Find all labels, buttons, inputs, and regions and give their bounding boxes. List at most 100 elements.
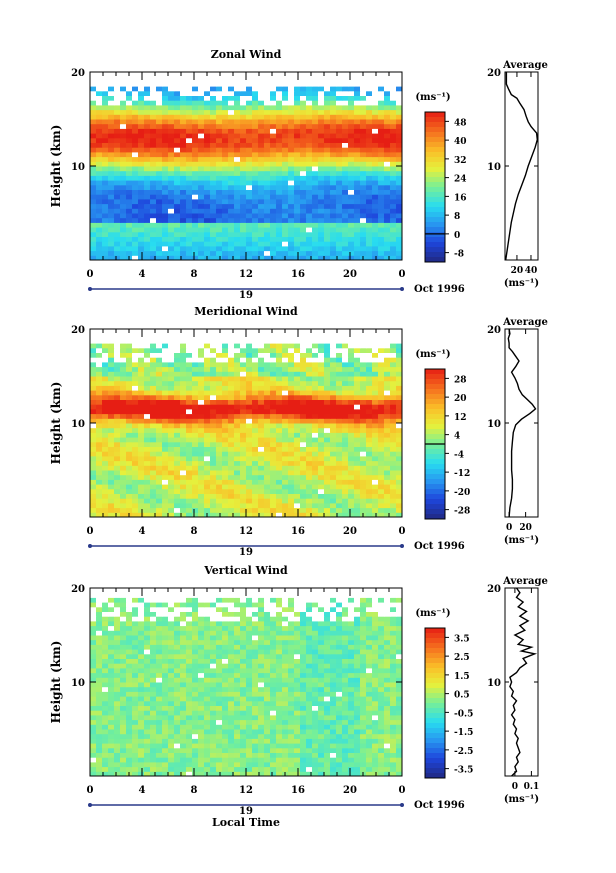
average-x-label: (ms⁻¹) (504, 278, 539, 289)
colorbar-segment (425, 663, 445, 669)
y-tick-label: 20 (71, 68, 85, 79)
colorbar-segment (425, 748, 445, 754)
colorbar-segment (425, 122, 445, 128)
colorbar-segment (425, 658, 445, 664)
average-y-tick-label: 20 (487, 325, 501, 336)
average-y-tick-label: 10 (487, 162, 501, 173)
x-tick-label: 20 (343, 269, 357, 280)
colorbar-tick-label: -12 (454, 469, 470, 479)
y-axis-label: Height (km) (49, 125, 63, 208)
colorbar-segment (425, 409, 445, 415)
colorbar-segment (425, 698, 445, 704)
colorbar-segment (425, 708, 445, 714)
x-tick-label: 0 (399, 269, 406, 280)
average-y-tick-label: 10 (487, 419, 501, 430)
colorbar-segment (425, 728, 445, 734)
colorbar-segment (425, 738, 445, 744)
average-x-label: (ms⁻¹) (504, 794, 539, 805)
average-frame (504, 587, 539, 777)
average-y-tick-label: 10 (487, 678, 501, 689)
colorbar-segment (425, 763, 445, 769)
average-profile-line (507, 328, 537, 518)
colorbar-segment (425, 434, 445, 440)
colorbar-segment (425, 439, 445, 445)
day-label: 19 (239, 290, 253, 301)
colorbar-tick-label: -3.5 (454, 766, 473, 776)
x-tick-label: 0 (87, 269, 94, 280)
x-tick-label: 0 (87, 526, 94, 537)
average-x-label: (ms⁻¹) (504, 535, 539, 546)
colorbar-segment (425, 713, 445, 719)
day-label: 19 (239, 806, 253, 817)
x-tick-label: 8 (191, 526, 198, 537)
colorbar-segment (425, 237, 445, 243)
average-x-tick-label: 20 (511, 266, 524, 276)
x-tick-label: 12 (239, 785, 253, 796)
day-bar-end (400, 544, 404, 548)
colorbar-segment (425, 212, 445, 218)
colorbar-segment (425, 242, 445, 248)
average-frame (504, 328, 539, 518)
colorbar-tick-label: 24 (454, 175, 467, 185)
colorbar-segment (425, 202, 445, 208)
colorbar-segment (425, 444, 445, 450)
colorbar-tick-label: 16 (454, 193, 467, 203)
colorbar-segment (425, 182, 445, 188)
colorbar-segment (425, 459, 445, 465)
colorbar-segment (425, 504, 445, 510)
colorbar-segment (425, 638, 445, 644)
colorbar-segment (425, 157, 445, 163)
colorbar-segment (425, 758, 445, 764)
colorbar-segment (425, 464, 445, 470)
colorbar-unit: (ms⁻¹) (415, 92, 450, 103)
y-tick-label: 20 (71, 584, 85, 595)
x-tick-label: 4 (139, 269, 146, 280)
date-label: Oct 1996 (414, 541, 465, 552)
average-profile-line (505, 72, 539, 261)
y-tick-label: 10 (71, 419, 85, 430)
y-axis-label: Height (km) (49, 382, 63, 465)
colorbar-segment (425, 469, 445, 475)
day-bar-start (88, 287, 92, 291)
average-profile-line (509, 587, 538, 777)
colorbar-segment (425, 384, 445, 390)
average-x-tick-label: 40 (525, 266, 538, 276)
colorbar-tick-label: 28 (454, 375, 467, 385)
colorbar-tick-label: -20 (454, 488, 470, 498)
colorbar-segment (425, 207, 445, 213)
y-tick-label: 10 (71, 678, 85, 689)
colorbar-tick-label: 0 (454, 231, 460, 241)
colorbar-tick-label: -2.5 (454, 747, 473, 757)
colorbar-segment (425, 414, 445, 420)
colorbar-segment (425, 484, 445, 490)
colorbar-segment (425, 768, 445, 774)
colorbar-segment (425, 718, 445, 724)
colorbar-segment (425, 653, 445, 659)
colorbar-tick-label: 32 (454, 156, 467, 166)
colorbar-segment (425, 399, 445, 405)
colorbar-frame (424, 627, 446, 779)
colorbar-frame (424, 111, 446, 263)
colorbar-segment (425, 257, 445, 263)
colorbar-segment (425, 394, 445, 400)
day-bar-start (88, 544, 92, 548)
x-tick-label: 16 (291, 526, 305, 537)
colorbar-segment (425, 773, 445, 779)
x-tick-label: 0 (399, 785, 406, 796)
colorbar-segment (425, 454, 445, 460)
colorbar-tick-label: 48 (454, 118, 467, 128)
colorbar-segment (425, 499, 445, 505)
panel-title: Meridional Wind (194, 305, 298, 318)
average-x-tick-label: 0.1 (524, 782, 540, 792)
day-bar-start (88, 803, 92, 807)
colorbar-segment (425, 703, 445, 709)
colorbar-segment (425, 514, 445, 520)
colorbar-segment (425, 683, 445, 689)
colorbar-segment (425, 509, 445, 515)
colorbar-segment (425, 252, 445, 258)
day-label: 19 (239, 547, 253, 558)
colorbar-segment (425, 668, 445, 674)
colorbar-segment (425, 167, 445, 173)
x-tick-label: 16 (291, 785, 305, 796)
